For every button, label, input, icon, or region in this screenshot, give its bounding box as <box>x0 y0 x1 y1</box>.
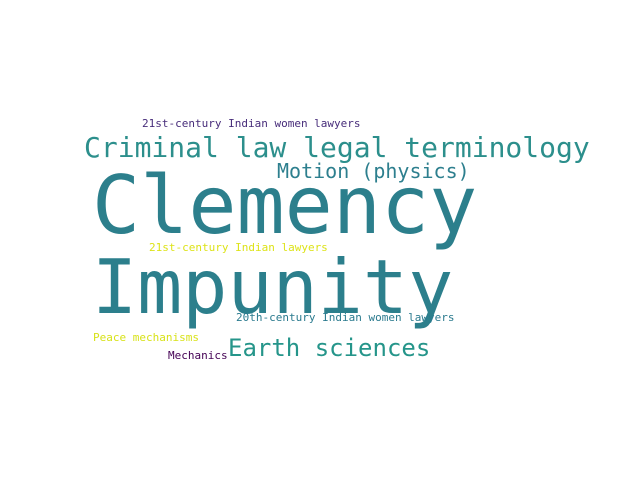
word-20th-century-indian-women-lawyers: 20th-century Indian women lawyers <box>236 311 455 324</box>
word-criminal-law-legal-terminology: Criminal law legal terminology <box>84 131 590 164</box>
word-21st-century-indian-women-lawyers: 21st-century Indian women lawyers <box>142 117 361 130</box>
word-peace-mechanisms: Peace mechanisms <box>93 331 199 344</box>
word-impunity: Impunity <box>92 243 454 331</box>
word-21st-century-indian-lawyers: 21st-century Indian lawyers <box>149 241 328 254</box>
word-mechanics: Mechanics <box>168 349 228 362</box>
word-motion-physics: Motion (physics) <box>277 159 470 183</box>
word-clemency: Clemency <box>92 159 478 252</box>
word-earth-sciences: Earth sciences <box>228 334 431 362</box>
